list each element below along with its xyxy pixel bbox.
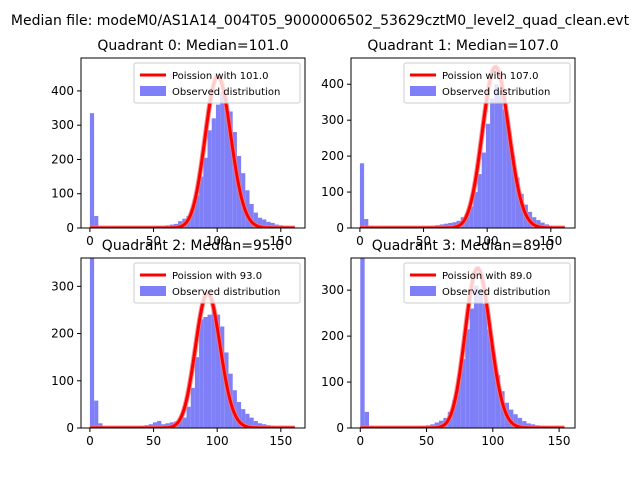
x-tick-label: 50 xyxy=(146,434,161,448)
y-tick-label: 0 xyxy=(66,421,74,435)
histogram-bar xyxy=(199,319,203,428)
y-tick-label: 100 xyxy=(321,375,344,389)
y-tick-label: 0 xyxy=(336,421,344,435)
x-tick-label: 0 xyxy=(86,234,94,248)
histogram-bar xyxy=(216,105,220,228)
histogram-bar xyxy=(203,317,207,428)
histogram-bar xyxy=(486,124,490,228)
histogram-bar xyxy=(94,401,98,428)
y-tick-label: 200 xyxy=(51,152,74,166)
legend-label-observed: Observed distribution xyxy=(442,87,550,98)
histogram-bar xyxy=(191,388,195,428)
histogram-bar xyxy=(208,130,212,228)
x-tick-label: 150 xyxy=(548,434,571,448)
legend-label-observed: Observed distribution xyxy=(442,287,550,298)
histogram-bar xyxy=(90,113,94,228)
histogram-bar xyxy=(474,286,478,428)
histogram-bar xyxy=(482,153,486,228)
subplot-quadrant-2: 0 50 100 150 0 100 200 300 Quadrant 2: Median=95… xyxy=(51,238,305,448)
legend-patch-swatch xyxy=(140,286,166,296)
histogram-bar xyxy=(490,99,494,228)
y-tick-label: 0 xyxy=(336,221,344,235)
x-tick-label: 100 xyxy=(206,434,229,448)
x-tick-label: 0 xyxy=(356,234,364,248)
histogram-bar xyxy=(360,258,364,428)
subplot-title: Quadrant 3: Median=89.0 xyxy=(372,238,554,254)
y-tick-label: 200 xyxy=(321,329,344,343)
histogram-bar xyxy=(470,309,474,428)
histogram-bar xyxy=(187,407,191,428)
y-tick-label: 100 xyxy=(51,374,74,388)
figure-suptitle: Median file: modeM0/AS1A14_004T05_900000… xyxy=(11,13,630,29)
x-tick-label: 0 xyxy=(356,434,364,448)
histogram-bar xyxy=(494,84,498,228)
y-tick-label: 400 xyxy=(51,84,74,98)
y-tick-label: 300 xyxy=(321,283,344,297)
histogram-bar xyxy=(499,91,503,228)
histogram-bar xyxy=(208,315,212,428)
x-tick-label: 100 xyxy=(481,434,504,448)
legend-label-poisson: Poission with 89.0 xyxy=(442,271,532,282)
histogram-bar xyxy=(203,158,207,228)
y-tick-label: 0 xyxy=(66,221,74,235)
x-tick-label: 50 xyxy=(419,434,434,448)
histogram-bar xyxy=(483,304,487,428)
subplot-title: Quadrant 0: Median=101.0 xyxy=(97,38,288,54)
legend-patch-swatch xyxy=(140,86,166,96)
x-tick-label: 0 xyxy=(86,434,94,448)
legend-label-observed: Observed distribution xyxy=(172,287,280,298)
histogram-bar xyxy=(212,118,216,228)
histogram-bar xyxy=(478,174,482,228)
subplot-quadrant-3: 0 50 100 150 0 100 200 300 Quadrant 3: Median=89… xyxy=(321,238,575,448)
y-tick-label: 200 xyxy=(51,327,74,341)
y-tick-label: 300 xyxy=(51,118,74,132)
legend-patch-swatch xyxy=(410,86,436,96)
x-tick-label: 150 xyxy=(269,434,292,448)
legend-patch-swatch xyxy=(410,286,436,296)
histogram-bar xyxy=(90,258,94,428)
y-tick-label: 400 xyxy=(321,77,344,91)
legend-label-poisson: Poission with 107.0 xyxy=(442,71,538,82)
subplot-title: Quadrant 2: Median=95.0 xyxy=(102,238,284,254)
legend-label-poisson: Poission with 93.0 xyxy=(172,271,262,282)
legend-label-observed: Observed distribution xyxy=(172,87,280,98)
histogram-bar xyxy=(195,357,199,428)
histogram-bar xyxy=(478,290,482,428)
legend-label-poisson: Poission with 101.0 xyxy=(172,71,268,82)
subplot-grid: 0 50 100 150 0 100 200 300 400 Quadrant 0: Median… xyxy=(51,38,575,448)
histogram-bar xyxy=(220,93,224,228)
y-tick-label: 200 xyxy=(321,149,344,163)
y-tick-label: 300 xyxy=(321,113,344,127)
histogram-bar xyxy=(360,163,364,228)
y-tick-label: 100 xyxy=(321,185,344,199)
y-tick-label: 300 xyxy=(51,279,74,293)
subplot-title: Quadrant 1: Median=107.0 xyxy=(367,38,558,54)
y-tick-label: 100 xyxy=(51,187,74,201)
